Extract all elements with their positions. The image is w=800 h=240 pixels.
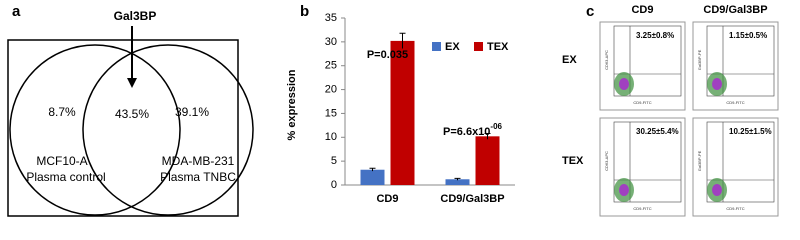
panel-label: a <box>12 3 21 20</box>
cell-core <box>712 184 722 196</box>
plot-value: 3.25±0.8% <box>636 31 674 40</box>
y-tick-label: 15 <box>325 107 337 119</box>
panel-label: b <box>300 3 309 20</box>
venn-circle <box>82 44 254 216</box>
column-header: CD9/Gal3BP <box>703 4 767 16</box>
y-tick-label: 5 <box>331 155 337 167</box>
bar <box>390 40 415 185</box>
venn-value: 43.5% <box>115 107 149 121</box>
legend-label: EX <box>445 41 460 53</box>
legend-label: TEX <box>487 41 509 53</box>
x-axis-label: CD9-FITC <box>726 100 744 105</box>
venn-text: MCF10-A <box>36 154 87 168</box>
error-bar <box>484 132 491 140</box>
y-axis-label: CD63-APC <box>604 151 609 171</box>
error-bar <box>454 177 461 181</box>
legend-swatch <box>474 42 483 51</box>
plot-area <box>706 121 775 203</box>
x-tick-label: CD9 <box>376 193 398 205</box>
x-axis-label: CD9-FITC <box>726 206 744 211</box>
y-tick-label: 10 <box>325 131 337 143</box>
venn-text: MDA-MB-231 <box>162 154 235 168</box>
pointer-label: Gal3BP <box>114 9 157 23</box>
y-tick-label: 0 <box>331 179 337 191</box>
annotation-sup: -06 <box>490 122 502 131</box>
arrow-head <box>127 78 137 88</box>
annotation: P=6.6x10-06 <box>443 122 503 138</box>
plot-area <box>613 25 682 97</box>
y-tick-label: 35 <box>325 12 337 24</box>
error-bar <box>369 167 376 172</box>
annotation: P=0.035 <box>367 49 408 61</box>
bar <box>475 136 500 185</box>
panel-label: c <box>586 3 594 20</box>
annotation-text: P=6.6x10 <box>443 126 490 138</box>
y-axis-label: CD63-APC <box>604 50 609 70</box>
bar <box>445 179 470 185</box>
venn-value: 39.1% <box>175 105 209 119</box>
y-tick-label: 25 <box>325 60 337 72</box>
legend-swatch <box>432 42 441 51</box>
venn-circle <box>9 44 181 216</box>
error-bar <box>399 32 406 49</box>
plot-area <box>613 121 682 203</box>
x-tick-label: CD9/Gal3BP <box>440 193 504 205</box>
x-axis-label: CD9-FITC <box>633 100 651 105</box>
row-label: TEX <box>562 155 584 167</box>
venn-text: Plasma control <box>26 170 105 184</box>
plot-area <box>706 25 775 97</box>
plot-value: 30.25±5.4% <box>636 127 679 136</box>
figure: a Gal3BP 8.7% 43.5% 39.1% MCF10-A Plasma… <box>7 3 779 217</box>
y-tick-label: 30 <box>325 36 337 48</box>
venn-text: Plasma TNBC <box>160 170 236 184</box>
plot-value: 1.15±0.5% <box>729 31 767 40</box>
y-axis-label: % expression <box>286 69 298 140</box>
y-axis-label: Gal3BP-PE <box>697 150 702 171</box>
column-header: CD9 <box>631 4 653 16</box>
bar <box>360 169 385 185</box>
x-axis-label: CD9-FITC <box>633 206 651 211</box>
plot-value: 10.25±1.5% <box>729 127 772 136</box>
cell-core <box>619 78 629 90</box>
cell-core <box>619 184 629 196</box>
row-label: EX <box>562 54 577 66</box>
annotation-text: P=0.035 <box>367 49 408 61</box>
y-tick-label: 20 <box>325 83 337 95</box>
venn-value: 8.7% <box>48 105 76 119</box>
y-axis-label: Gal3BP-PE <box>697 49 702 70</box>
cell-core <box>712 78 722 90</box>
venn-frame <box>7 39 239 217</box>
